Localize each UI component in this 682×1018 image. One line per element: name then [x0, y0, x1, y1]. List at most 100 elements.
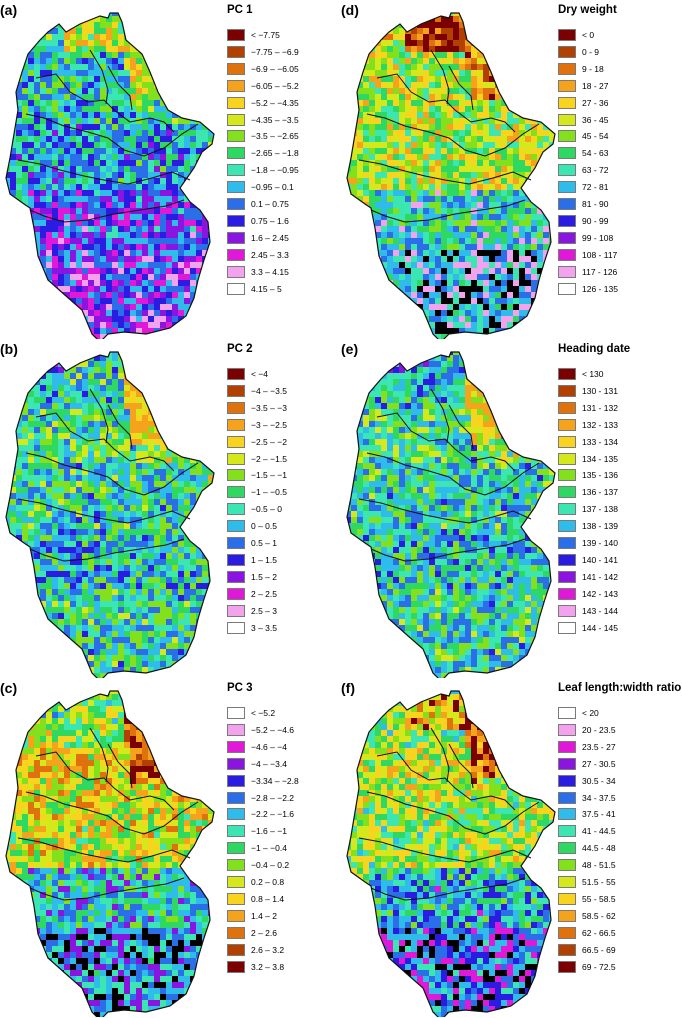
- legend-item: 2 – 2.5: [227, 587, 277, 600]
- legend-swatch: [227, 808, 245, 821]
- legend-label: 69 - 72.5: [582, 961, 616, 972]
- legend-item: 108 - 117: [558, 248, 617, 261]
- panel-b: (b) PC 2 < −4 −4 – −3.5 −3.5 – −3 −3 – −2.5…: [0, 339, 341, 678]
- map-pc3: [5, 690, 215, 1017]
- legend-item: 99 - 108: [558, 231, 613, 244]
- legend-swatch: [558, 808, 576, 821]
- legend-swatch: [558, 29, 576, 41]
- legend-item: −1.5 – −1: [227, 469, 287, 482]
- region-boundaries: [5, 12, 215, 339]
- legend-item: 1 – 1.5: [227, 553, 277, 566]
- legend-item: 142 - 143: [558, 587, 618, 600]
- legend-item: 23.5 - 27: [558, 740, 616, 753]
- legend-item: −1 – −0.4: [227, 842, 287, 855]
- legend-label: −2 – −1.5: [251, 453, 287, 464]
- panel-e: (e) Heading date < 130 130 - 131 131 - 132…: [341, 339, 682, 678]
- legend-swatch: [558, 960, 576, 973]
- legend-title: PC 2: [227, 343, 253, 355]
- legend-item: 136 - 137: [558, 486, 618, 499]
- legend-swatch: [227, 740, 245, 753]
- legend-label: 63 - 72: [582, 165, 609, 176]
- legend-swatch: [558, 486, 576, 499]
- legend-swatch: [558, 876, 576, 888]
- legend-item: 2.5 – 3: [227, 604, 277, 617]
- legend-swatch: [558, 265, 576, 278]
- legend-swatch: [227, 570, 245, 583]
- legend-item: 20 - 23.5: [558, 723, 616, 736]
- legend-swatch: [227, 130, 245, 143]
- legend-label: 1.5 – 2: [251, 571, 277, 582]
- region-boundaries: [346, 690, 556, 1017]
- legend-label: −5.2 – −4.6: [251, 724, 295, 735]
- legend-swatch: [227, 368, 245, 380]
- panel-letter: (f): [341, 680, 355, 696]
- legend-title: Leaf length:width ratio: [558, 682, 682, 694]
- legend-label: 51.5 - 55: [582, 877, 616, 887]
- legend-swatch: [227, 452, 245, 465]
- legend-swatch: [558, 774, 576, 787]
- legend-label: 3.3 – 4.15: [251, 266, 289, 277]
- map-pc1: [5, 12, 215, 339]
- legend-label: 20 - 23.5: [582, 724, 616, 735]
- legend-label: 135 - 136: [582, 470, 618, 481]
- region-boundaries: [5, 351, 215, 678]
- legend-label: < 20: [582, 708, 599, 718]
- legend-swatch: [227, 181, 245, 194]
- legend-label: 126 - 135: [582, 283, 618, 294]
- region-boundaries: [346, 12, 556, 339]
- legend-label: −3.5 – −3: [251, 402, 287, 413]
- legend-label: 142 - 143: [582, 588, 618, 599]
- legend-label: 136 - 137: [582, 487, 618, 498]
- legend-label: 58.5 - 62: [582, 910, 616, 921]
- map-leaf-ratio: [346, 690, 556, 1017]
- legend-label: 0.1 – 0.75: [251, 199, 289, 209]
- legend-label: < −7.75: [251, 30, 280, 40]
- legend-label: 137 - 138: [582, 504, 618, 515]
- legend-label: −6.9 – −6.05: [251, 63, 299, 74]
- map-pc2: [5, 351, 215, 678]
- legend-item: −1.8 – −0.95: [227, 164, 299, 177]
- legend-item: 1.5 – 2: [227, 570, 277, 583]
- legend-label: 2.45 – 3.3: [251, 249, 289, 260]
- legend-swatch: [227, 79, 245, 92]
- legend-item: 37.5 - 41: [558, 808, 616, 821]
- legend-item: 2.45 – 3.3: [227, 248, 289, 261]
- legend-swatch: [558, 62, 576, 75]
- legend-swatch: [227, 62, 245, 75]
- legend-swatch: [558, 707, 576, 719]
- legend-label: −0.95 – 0.1: [251, 182, 294, 193]
- panel-letter: (d): [341, 2, 359, 18]
- legend-item: 63 - 72: [558, 164, 609, 177]
- legend-item: 34 - 37.5: [558, 791, 616, 804]
- legend-swatch: [558, 909, 576, 922]
- legend-swatch: [227, 892, 245, 905]
- legend-swatch: [558, 757, 576, 770]
- legend-label: 3.2 – 3.8: [251, 961, 285, 972]
- legend-swatch: [227, 960, 245, 973]
- legend-item: 0.8 – 1.4: [227, 892, 285, 905]
- legend-swatch: [227, 825, 245, 838]
- legend-label: −2.65 – −1.8: [251, 148, 299, 159]
- legend-label: 0.8 – 1.4: [251, 893, 285, 904]
- legend-item: −4 – −3.4: [227, 757, 287, 770]
- legend-pc2: PC 2 < −4 −4 – −3.5 −3.5 – −3 −3 – −2.5 −2.5…: [227, 343, 339, 634]
- legend-swatch: [227, 231, 245, 244]
- legend-item: 135 - 136: [558, 469, 618, 482]
- legend-item: 18 - 27: [558, 79, 608, 92]
- legend-label: 36 - 45: [582, 114, 609, 125]
- legend-item: 0.5 – 1: [227, 537, 277, 549]
- legend-label: 143 - 144: [582, 605, 618, 616]
- legend-item: 4.15 – 5: [227, 282, 282, 295]
- legend-label: 37.5 - 41: [582, 809, 616, 820]
- legend-item: 3.2 – 3.8: [227, 960, 285, 973]
- legend-item: 90 - 99: [558, 214, 608, 227]
- legend-label: < 0: [582, 30, 595, 40]
- legend-swatch: [558, 45, 576, 58]
- panel-letter: (c): [0, 680, 18, 696]
- legend-label: 2.5 – 3: [251, 605, 277, 616]
- legend-item: 139 - 140: [558, 537, 618, 549]
- legend-swatch: [227, 553, 245, 566]
- legend-item: −5.2 – −4.35: [227, 96, 299, 109]
- legend-label: 140 - 141: [582, 554, 618, 565]
- legend-label: 44.5 - 48: [582, 843, 616, 854]
